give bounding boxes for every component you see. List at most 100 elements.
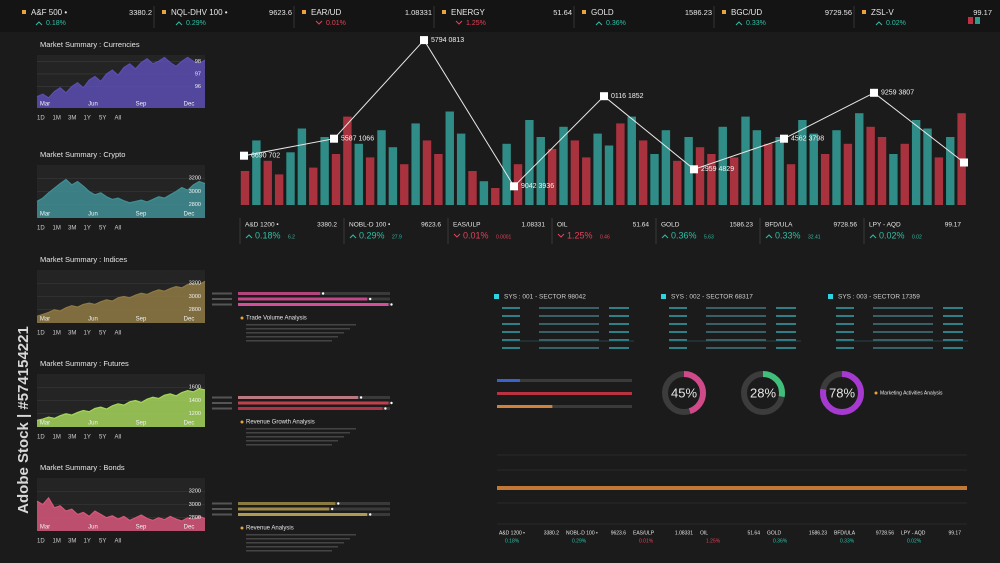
range-button[interactable]: 1Y xyxy=(84,539,91,545)
range-button[interactable]: All xyxy=(115,226,122,232)
range-button[interactable]: 1M xyxy=(53,331,61,337)
hbar xyxy=(238,297,368,301)
range-button[interactable]: All xyxy=(115,435,122,441)
range-button[interactable]: 5Y xyxy=(99,435,106,441)
hbar-caption: Revenue Growth Analysis xyxy=(246,420,315,426)
ticker-price: 99.17 xyxy=(973,8,992,17)
ticker-delta: 6.2 xyxy=(288,234,295,240)
window-icon xyxy=(968,17,973,24)
hbar-end xyxy=(390,401,393,405)
caption-text xyxy=(246,336,338,338)
range-button[interactable]: 3M xyxy=(68,331,76,337)
range-button[interactable]: 1Y xyxy=(84,435,91,441)
sector-cell xyxy=(539,315,599,317)
caption-text xyxy=(246,324,356,326)
x-tick-label: Sep xyxy=(136,317,147,323)
bar xyxy=(718,126,727,205)
hbar-end xyxy=(369,297,372,301)
bar xyxy=(525,120,534,205)
range-button[interactable]: 3M xyxy=(68,226,76,232)
range-button[interactable]: 1M xyxy=(53,435,61,441)
bar xyxy=(240,171,250,205)
hbar xyxy=(238,513,368,516)
sector-cell xyxy=(609,307,629,309)
sector-cell xyxy=(502,347,520,349)
range-button[interactable]: All xyxy=(115,539,122,545)
bar xyxy=(741,116,750,205)
bar xyxy=(786,164,796,205)
caption-bullet xyxy=(240,316,244,320)
bar xyxy=(695,147,705,205)
ticker-change: 0.36% xyxy=(671,230,697,240)
sector-title: SYS : 001 - SECTOR 98042 xyxy=(504,294,586,301)
sector-cell xyxy=(609,315,629,317)
range-button[interactable]: 1Y xyxy=(84,226,91,232)
range-button[interactable]: 1Y xyxy=(84,331,91,337)
area xyxy=(37,57,205,108)
sector-cell xyxy=(836,315,854,317)
range-button[interactable]: 1D xyxy=(37,331,45,337)
sector-icon xyxy=(661,294,666,299)
sector-icon xyxy=(828,294,833,299)
ticker-change: 1.25% xyxy=(706,538,721,544)
sector-cell xyxy=(502,307,520,309)
ticker-price: 1586.23 xyxy=(809,530,827,536)
bar xyxy=(343,116,352,205)
range-button[interactable]: All xyxy=(115,331,122,337)
range-button[interactable]: 5Y xyxy=(99,226,106,232)
sector-cell xyxy=(776,315,796,317)
bar xyxy=(570,140,580,205)
range-button[interactable]: 5Y xyxy=(99,539,106,545)
trend-arrow xyxy=(765,234,773,239)
point-label: 6690 702 xyxy=(251,153,280,160)
range-button[interactable]: 1D xyxy=(37,116,45,122)
ticker-change: 0.33% xyxy=(746,20,766,27)
bar xyxy=(263,160,272,205)
bar xyxy=(559,126,568,205)
x-tick-label: Mar xyxy=(40,102,50,108)
y-tick-label: 3200 xyxy=(189,281,201,287)
range-button[interactable]: 3M xyxy=(68,539,76,545)
range-button[interactable]: 1M xyxy=(53,116,61,122)
bar xyxy=(468,171,477,205)
progress-bar xyxy=(497,379,520,382)
range-button[interactable]: 3M xyxy=(68,435,76,441)
bar xyxy=(900,143,909,205)
ticker-name: BFD/ULA xyxy=(765,222,793,229)
table-lines xyxy=(497,454,967,525)
sector-cell xyxy=(836,331,854,333)
sector-icon xyxy=(494,294,499,299)
sector-cell xyxy=(873,331,933,333)
window-icon xyxy=(975,17,980,24)
range-button[interactable]: 5Y xyxy=(99,331,106,337)
line-point xyxy=(330,134,338,143)
range-button[interactable]: All xyxy=(115,116,122,122)
range-button[interactable]: 5Y xyxy=(99,116,106,122)
range-button[interactable]: 1M xyxy=(53,226,61,232)
range-button[interactable]: 1Y xyxy=(84,116,91,122)
bar xyxy=(889,154,898,205)
ticker-change: 0.02% xyxy=(907,538,922,544)
sector-cell xyxy=(943,315,963,317)
ticker-marker xyxy=(722,10,726,14)
range-button[interactable]: 1D xyxy=(37,226,45,232)
x-tick-label: Jun xyxy=(88,421,98,427)
caption-text xyxy=(246,550,332,552)
range-button[interactable]: 1D xyxy=(37,539,45,545)
range-button[interactable]: 3M xyxy=(68,116,76,122)
ticker-price: 9729.56 xyxy=(825,8,852,17)
area-line xyxy=(36,496,206,522)
caption-text xyxy=(246,432,350,434)
donut-label: 78% xyxy=(829,385,855,400)
trend-arrow xyxy=(453,233,461,238)
range-button[interactable]: 1M xyxy=(53,539,61,545)
trend-arrow xyxy=(175,21,183,26)
ticker-change: 0.33% xyxy=(775,230,801,240)
bar xyxy=(809,133,818,205)
ticker-name: EAR/UD xyxy=(311,8,341,17)
caption-text xyxy=(246,428,356,430)
bar xyxy=(388,147,398,205)
line-point xyxy=(240,151,248,160)
range-button[interactable]: 1D xyxy=(37,435,45,441)
